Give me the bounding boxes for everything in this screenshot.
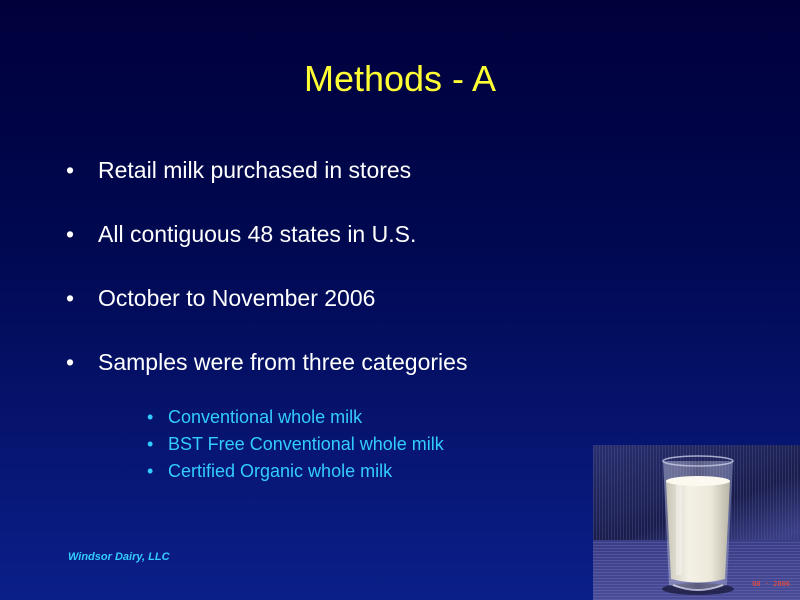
sub-bullet-text: BST Free Conventional whole milk <box>168 434 444 454</box>
sub-bullet-marker: • <box>147 407 154 427</box>
sub-bullet-item: • Certified Organic whole milk <box>147 459 392 483</box>
bullet-item: • Samples were from three categories <box>66 347 467 377</box>
bullet-marker: • <box>66 157 75 183</box>
bullet-text: October to November 2006 <box>98 285 376 311</box>
bullet-text: All contiguous 48 states in U.S. <box>98 221 417 247</box>
bullet-item: • All contiguous 48 states in U.S. <box>66 219 416 249</box>
footer-company: Windsor Dairy, LLC <box>68 551 170 563</box>
bullet-text: Retail milk purchased in stores <box>98 157 412 183</box>
photo-date-stamp: 08 · 2006 <box>752 580 790 588</box>
bullet-marker: • <box>66 221 75 247</box>
sub-bullet-item: • Conventional whole milk <box>147 405 362 429</box>
milk-glass-icon <box>662 455 734 595</box>
bullet-marker: • <box>66 285 75 311</box>
slide-title: Methods - A <box>303 58 497 99</box>
bullet-text: Samples were from three categories <box>98 349 468 375</box>
bullet-marker: • <box>66 349 75 375</box>
sub-bullet-marker: • <box>147 461 154 481</box>
bullet-item: • Retail milk purchased in stores <box>66 155 411 185</box>
milk-glass-photo: 08 · 2006 <box>593 445 800 600</box>
bullet-item: • October to November 2006 <box>66 283 375 313</box>
sub-bullet-marker: • <box>147 434 154 454</box>
sub-bullet-text: Certified Organic whole milk <box>168 461 393 481</box>
sub-bullet-item: • BST Free Conventional whole milk <box>147 432 444 456</box>
sub-bullet-text: Conventional whole milk <box>168 407 363 427</box>
